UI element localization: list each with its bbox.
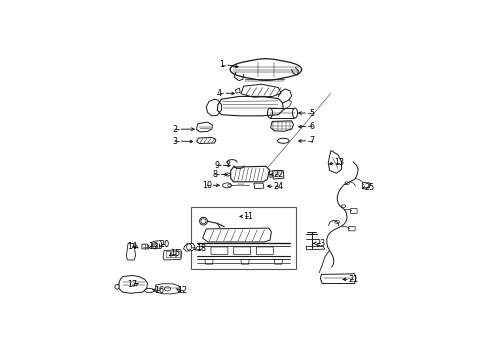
Polygon shape	[327, 150, 341, 173]
Ellipse shape	[222, 183, 231, 188]
Bar	[191, 207, 295, 269]
Polygon shape	[230, 166, 269, 182]
Polygon shape	[115, 284, 119, 289]
Text: 22: 22	[273, 170, 283, 179]
FancyBboxPatch shape	[233, 247, 250, 255]
Ellipse shape	[344, 182, 348, 185]
Polygon shape	[202, 228, 271, 242]
Text: 15: 15	[170, 249, 180, 258]
FancyBboxPatch shape	[348, 226, 354, 231]
Ellipse shape	[292, 108, 297, 118]
FancyBboxPatch shape	[362, 183, 369, 188]
Text: 8: 8	[212, 170, 217, 179]
Text: 19: 19	[148, 242, 158, 251]
Polygon shape	[183, 243, 195, 251]
Polygon shape	[269, 171, 274, 177]
Polygon shape	[119, 275, 147, 293]
Text: 13: 13	[334, 158, 344, 167]
Polygon shape	[235, 88, 240, 93]
FancyBboxPatch shape	[256, 247, 273, 255]
Text: 25: 25	[364, 183, 374, 192]
Text: 24: 24	[273, 182, 283, 191]
Text: 10: 10	[202, 181, 211, 190]
Polygon shape	[320, 274, 355, 284]
Polygon shape	[274, 260, 282, 264]
Polygon shape	[269, 108, 294, 118]
Polygon shape	[305, 246, 324, 250]
Text: 4: 4	[217, 89, 222, 98]
Text: 18: 18	[195, 244, 205, 253]
Text: 2: 2	[172, 125, 178, 134]
Ellipse shape	[144, 288, 154, 293]
Text: 17: 17	[127, 280, 137, 289]
Ellipse shape	[341, 205, 345, 208]
Text: 20: 20	[159, 240, 169, 249]
Text: 14: 14	[127, 242, 137, 251]
Text: 21: 21	[347, 275, 358, 284]
Polygon shape	[196, 122, 212, 132]
Polygon shape	[152, 240, 162, 249]
Text: 23: 23	[315, 239, 325, 248]
Text: 6: 6	[308, 122, 313, 131]
Text: 12: 12	[177, 286, 187, 295]
Polygon shape	[270, 121, 293, 131]
Text: 3: 3	[172, 136, 177, 145]
Polygon shape	[196, 138, 216, 144]
Text: 7: 7	[308, 136, 313, 145]
Text: 9: 9	[214, 161, 219, 170]
Ellipse shape	[267, 108, 272, 118]
Polygon shape	[253, 183, 264, 189]
FancyBboxPatch shape	[350, 208, 356, 213]
Polygon shape	[272, 171, 284, 179]
Polygon shape	[163, 250, 182, 260]
Ellipse shape	[334, 221, 339, 223]
Polygon shape	[155, 284, 181, 294]
Polygon shape	[241, 260, 249, 264]
Polygon shape	[204, 260, 213, 264]
Polygon shape	[142, 244, 148, 249]
FancyBboxPatch shape	[210, 247, 227, 255]
Ellipse shape	[199, 217, 207, 225]
Ellipse shape	[277, 138, 288, 143]
Text: 16: 16	[154, 286, 164, 295]
Polygon shape	[126, 243, 135, 260]
Text: 11: 11	[243, 212, 252, 221]
Polygon shape	[241, 84, 281, 97]
Text: 1: 1	[219, 60, 224, 69]
Text: 5: 5	[308, 109, 313, 118]
